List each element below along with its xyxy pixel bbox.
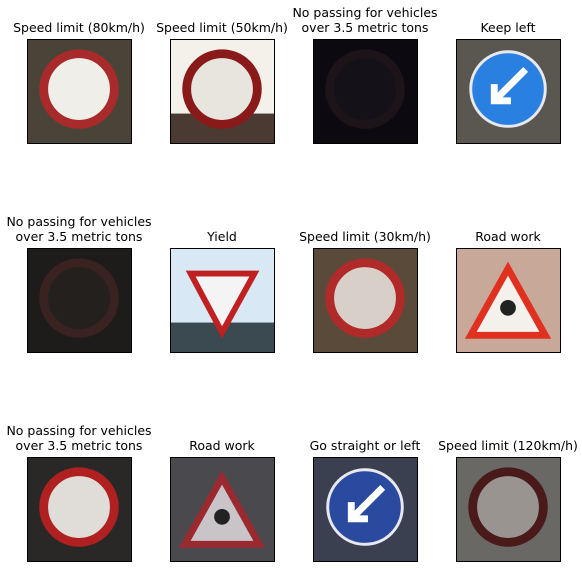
sign-image xyxy=(170,457,275,562)
panel-title: No passing for vehicles over 3.5 metric … xyxy=(6,214,152,244)
sign-image xyxy=(456,248,561,353)
sign-image xyxy=(313,39,418,144)
panel-title: Speed limit (120km/h) xyxy=(438,438,578,453)
sign-arrow xyxy=(490,67,529,105)
sign-shape xyxy=(468,467,548,547)
sign-shape xyxy=(185,270,260,339)
sign-shape xyxy=(182,49,262,129)
sign-image xyxy=(456,457,561,562)
panel-title: Go straight or left xyxy=(309,438,421,453)
panel-title: Keep left xyxy=(480,20,536,35)
sign-image xyxy=(170,39,275,144)
sign-shape xyxy=(39,49,119,129)
sign-image xyxy=(27,248,132,353)
sign-symbol xyxy=(500,300,516,316)
panel-title: Road work xyxy=(189,438,255,453)
panel-title: Speed limit (30km/h) xyxy=(299,229,431,244)
sign-shape xyxy=(325,258,405,338)
sign-image xyxy=(170,248,275,353)
sign-image xyxy=(27,39,132,144)
panel-title: No passing for vehicles over 3.5 metric … xyxy=(6,423,152,453)
sign-image xyxy=(456,39,561,144)
sign-shape xyxy=(39,467,119,547)
panel-title: Speed limit (80km/h) xyxy=(13,20,145,35)
sign-arrow xyxy=(347,485,386,523)
sign-shape xyxy=(325,49,405,129)
sign-image xyxy=(27,457,132,562)
panel-title: Yield xyxy=(207,229,237,244)
panel-title: Speed limit (50km/h) xyxy=(156,20,288,35)
sign-symbol xyxy=(214,509,230,525)
sign-image xyxy=(313,248,418,353)
sign-image xyxy=(313,457,418,562)
panel-title: Road work xyxy=(475,229,541,244)
sign-shape xyxy=(39,258,119,338)
panel-title: No passing for vehicles over 3.5 metric … xyxy=(292,5,438,35)
